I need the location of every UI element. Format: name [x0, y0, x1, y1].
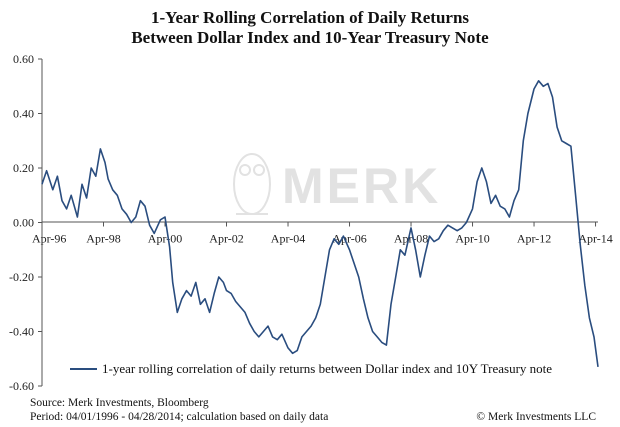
watermark-text: MERK: [282, 158, 441, 214]
source-note: Source: Merk Investments, Bloomberg: [30, 397, 209, 409]
x-tick-label: Apr-12: [517, 232, 551, 246]
chart-title: 1-Year Rolling Correlation of Daily Retu…: [0, 8, 620, 48]
y-tick-label: -0.20: [9, 270, 34, 284]
x-tick-label: Apr-02: [209, 232, 243, 246]
copyright-note: © Merk Investments LLC: [476, 411, 596, 423]
chart-title-line-1: 1-Year Rolling Correlation of Daily Retu…: [150, 8, 470, 27]
x-tick-label: Apr-00: [148, 232, 182, 246]
x-tick-label: Apr-98: [86, 232, 120, 246]
y-tick-label: -0.60: [9, 379, 34, 393]
y-tick-label: 0.20: [13, 161, 34, 175]
owl-logo-icon: [233, 153, 271, 215]
x-tick-label: Apr-08: [394, 232, 428, 246]
legend: 1-year rolling correlation of daily retu…: [70, 361, 552, 376]
y-tick-label: -0.40: [9, 325, 34, 339]
series-line: [41, 80, 599, 368]
chart-footer-notes: Source: Merk Investments, Bloomberg Peri…: [30, 396, 328, 424]
x-tick-label: Apr-10: [455, 232, 489, 246]
y-tick-label: 0.00: [13, 216, 34, 230]
x-tick-label: Apr-14: [578, 232, 612, 246]
y-tick-label: 0.40: [13, 107, 34, 121]
x-tick-label: Apr-04: [271, 232, 305, 246]
period-note: Period: 04/01/1996 - 04/28/2014; calcula…: [30, 411, 329, 423]
merk-watermark: MERK: [233, 153, 441, 215]
chart-title-line-2: Between Dollar Index and 10-Year Treasur…: [131, 28, 489, 47]
x-tick-label: Apr-96: [32, 232, 66, 246]
y-tick-label: 0.60: [13, 52, 34, 66]
legend-label: 1-year rolling correlation of daily retu…: [102, 361, 552, 376]
